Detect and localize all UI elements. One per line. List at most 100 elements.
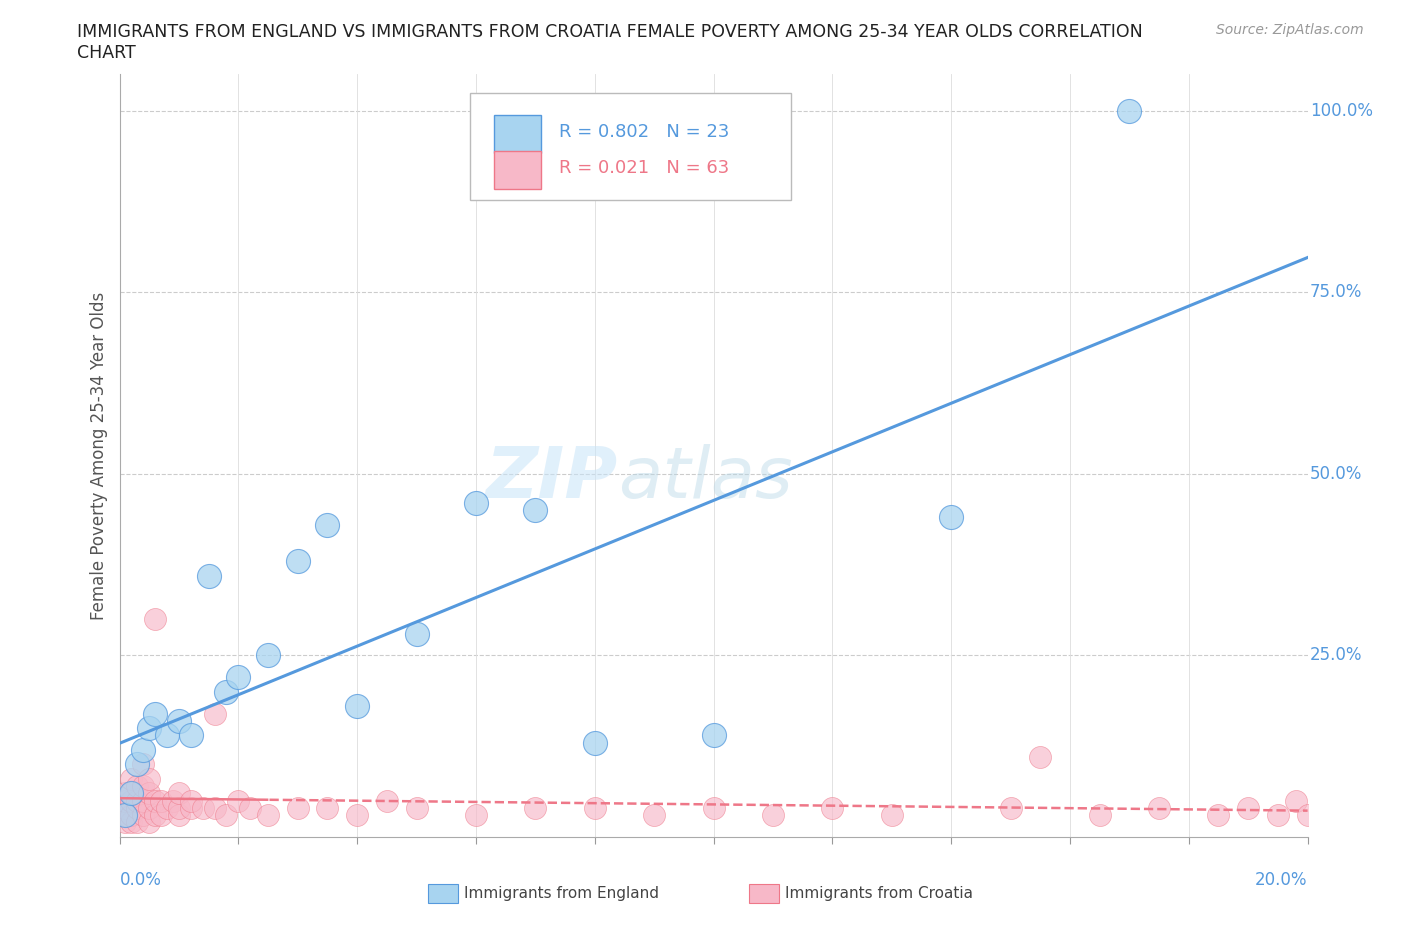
Point: [1029, 750, 1052, 764]
Point: [239, 801, 262, 816]
FancyBboxPatch shape: [494, 115, 541, 153]
Text: R = 0.021   N = 63: R = 0.021 N = 63: [560, 159, 730, 177]
Point: [287, 801, 309, 816]
Point: [120, 786, 142, 801]
Point: [180, 728, 202, 743]
Point: [180, 801, 202, 816]
Point: [1285, 793, 1308, 808]
Point: [583, 801, 606, 816]
Point: [1000, 801, 1022, 816]
Text: 25.0%: 25.0%: [1310, 646, 1362, 664]
Point: [127, 801, 149, 816]
Point: [1296, 808, 1319, 823]
Text: atlas: atlas: [619, 445, 793, 513]
Point: [257, 808, 280, 823]
Point: [120, 786, 142, 801]
Point: [1267, 808, 1289, 823]
Text: 100.0%: 100.0%: [1310, 101, 1372, 120]
Point: [143, 612, 166, 627]
Point: [167, 808, 190, 823]
Point: [583, 735, 606, 750]
Text: ZIP: ZIP: [486, 445, 619, 513]
Point: [150, 793, 173, 808]
Point: [132, 742, 155, 757]
Point: [180, 793, 202, 808]
Point: [120, 815, 142, 830]
Point: [643, 808, 665, 823]
Point: [114, 793, 136, 808]
Point: [939, 510, 962, 525]
Point: [405, 626, 427, 641]
Point: [114, 815, 136, 830]
Point: [346, 698, 368, 713]
Point: [215, 684, 238, 699]
Point: [197, 568, 219, 583]
Point: [405, 801, 427, 816]
Point: [138, 801, 160, 816]
Point: [228, 670, 250, 684]
Point: [821, 801, 844, 816]
Point: [167, 801, 190, 816]
Point: [138, 786, 160, 801]
Point: [132, 778, 155, 793]
Text: 20.0%: 20.0%: [1256, 871, 1308, 889]
Text: 0.0%: 0.0%: [120, 871, 162, 889]
Point: [138, 815, 160, 830]
Text: Immigrants from England: Immigrants from England: [464, 886, 659, 901]
Point: [346, 808, 368, 823]
Point: [162, 793, 184, 808]
Point: [138, 772, 160, 787]
Point: [127, 815, 149, 830]
Point: [1237, 801, 1260, 816]
Point: [464, 808, 486, 823]
Point: [143, 706, 166, 721]
Point: [127, 778, 149, 793]
Point: [228, 793, 250, 808]
Point: [150, 808, 173, 823]
Point: [702, 801, 725, 816]
Point: [191, 801, 214, 816]
Point: [702, 728, 725, 743]
Y-axis label: Female Poverty Among 25-34 Year Olds: Female Poverty Among 25-34 Year Olds: [90, 292, 108, 619]
Text: 50.0%: 50.0%: [1310, 465, 1362, 483]
Point: [114, 786, 136, 801]
Point: [375, 793, 398, 808]
Point: [120, 793, 142, 808]
Point: [524, 503, 547, 518]
Point: [132, 757, 155, 772]
Point: [132, 793, 155, 808]
Point: [120, 808, 142, 823]
Point: [167, 713, 190, 728]
Point: [1147, 801, 1170, 816]
Point: [132, 808, 155, 823]
FancyBboxPatch shape: [494, 151, 541, 189]
Point: [316, 517, 339, 532]
Text: 75.0%: 75.0%: [1310, 284, 1362, 301]
Point: [524, 801, 547, 816]
Point: [1118, 103, 1140, 118]
Point: [464, 496, 486, 511]
Text: Source: ZipAtlas.com: Source: ZipAtlas.com: [1216, 23, 1364, 37]
Point: [204, 801, 226, 816]
Point: [316, 801, 339, 816]
Point: [257, 648, 280, 663]
FancyBboxPatch shape: [470, 94, 790, 200]
FancyBboxPatch shape: [749, 884, 779, 903]
Point: [204, 706, 226, 721]
Point: [127, 793, 149, 808]
Point: [114, 808, 136, 823]
Text: R = 0.802   N = 23: R = 0.802 N = 23: [560, 124, 730, 141]
Point: [762, 808, 785, 823]
Point: [114, 801, 136, 816]
Point: [127, 757, 149, 772]
Point: [880, 808, 903, 823]
Point: [114, 808, 136, 823]
Text: IMMIGRANTS FROM ENGLAND VS IMMIGRANTS FROM CROATIA FEMALE POVERTY AMONG 25-34 YE: IMMIGRANTS FROM ENGLAND VS IMMIGRANTS FR…: [77, 23, 1143, 41]
Point: [156, 728, 179, 743]
Point: [287, 553, 309, 568]
Point: [215, 808, 238, 823]
Point: [1208, 808, 1230, 823]
Point: [1088, 808, 1111, 823]
Text: Immigrants from Croatia: Immigrants from Croatia: [785, 886, 973, 901]
Text: CHART: CHART: [77, 44, 136, 61]
